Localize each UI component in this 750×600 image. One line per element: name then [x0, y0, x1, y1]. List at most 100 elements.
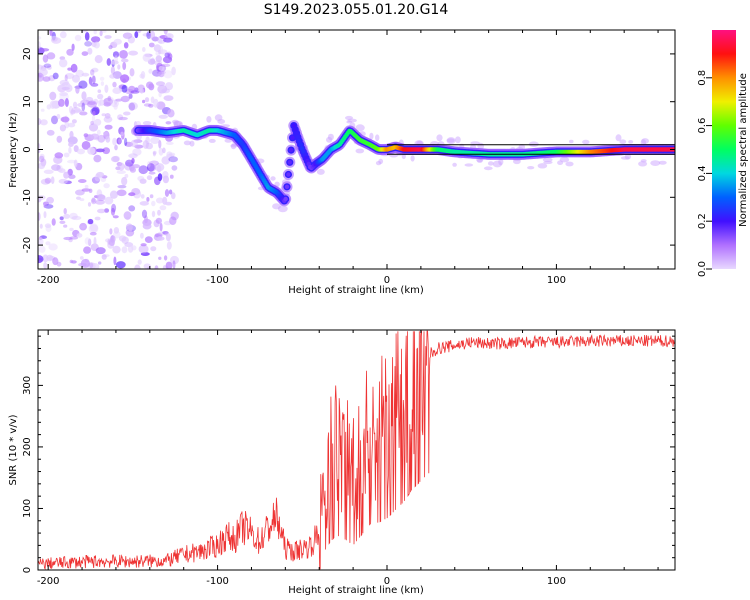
noise-blob	[158, 139, 162, 149]
noise-blob	[97, 93, 104, 100]
noise-blob	[154, 60, 163, 66]
noise-blob	[110, 207, 116, 216]
noise-blob	[105, 136, 111, 143]
noise-blob	[112, 245, 121, 254]
noise-blob	[149, 160, 160, 166]
y-tick-label: 0	[22, 146, 33, 152]
noise-blob	[104, 196, 114, 205]
haze-blob	[270, 176, 276, 181]
noise-blob	[165, 233, 171, 242]
noise-blob	[158, 256, 162, 260]
noise-blob	[75, 85, 80, 94]
noise-blob	[146, 197, 150, 202]
noise-blob	[104, 113, 111, 119]
noise-blob	[163, 95, 174, 101]
noise-blob	[40, 108, 45, 112]
noise-blob	[79, 111, 88, 116]
noise-blob	[124, 174, 129, 178]
noise-blob	[59, 216, 64, 221]
noise-blob	[38, 72, 44, 82]
noise-blob	[142, 47, 146, 52]
noise-blob	[166, 153, 175, 158]
noise-blob	[68, 142, 74, 147]
noise-blob	[109, 190, 118, 199]
noise-blob	[58, 168, 66, 174]
noise-blob	[144, 97, 150, 103]
noise-blob	[115, 98, 123, 102]
noise-blob	[81, 51, 89, 56]
noise-blob	[83, 246, 92, 254]
noise-blob	[118, 235, 127, 242]
noise-blob	[67, 122, 76, 128]
snr-series-line	[38, 330, 675, 570]
noise-blob	[139, 178, 147, 184]
noise-blob	[46, 129, 55, 136]
noise-blob	[112, 215, 119, 219]
noise-blob	[38, 64, 44, 70]
noise-blob	[124, 137, 128, 147]
noise-blob	[38, 255, 44, 264]
colorbar-tick-label: 0.0	[697, 261, 708, 277]
noise-blob	[46, 65, 52, 70]
noise-blob	[130, 139, 138, 148]
track-core	[299, 146, 305, 151]
noise-blob	[81, 188, 91, 192]
noise-blob	[162, 175, 169, 184]
noise-blob	[170, 255, 179, 265]
haze-blob	[355, 148, 365, 154]
noise-blob	[130, 90, 140, 94]
haze-blob	[565, 161, 574, 167]
noise-blob	[121, 246, 128, 254]
noise-blob	[64, 98, 69, 107]
noise-blob	[155, 81, 166, 87]
noise-blob	[117, 64, 121, 70]
noise-blob	[98, 261, 102, 265]
haze-blob	[638, 161, 648, 167]
noise-blob	[46, 196, 54, 204]
haze-blob	[470, 141, 480, 145]
noise-blob	[148, 103, 154, 108]
noise-blob	[88, 123, 99, 132]
noise-blob	[114, 144, 118, 151]
noise-blob	[156, 101, 166, 110]
haze-blob	[326, 136, 333, 143]
noise-blob	[38, 149, 41, 154]
noise-blob	[42, 76, 51, 82]
noise-blob	[162, 56, 173, 64]
haze-blob	[189, 140, 195, 147]
haze-blob	[208, 138, 216, 143]
noise-blob	[38, 36, 42, 40]
noise-blob	[151, 210, 156, 218]
noise-blob	[75, 69, 84, 78]
noise-blob	[146, 175, 153, 181]
haze-blob	[620, 156, 630, 160]
noise-blob	[152, 150, 157, 155]
noise-blob	[38, 118, 42, 126]
noise-blob	[95, 148, 105, 153]
noise-blob	[99, 99, 105, 106]
noise-blob	[137, 259, 142, 265]
colorbar-tick-label: 0.4	[697, 165, 708, 181]
noise-blob	[77, 102, 85, 107]
noise-blob	[97, 208, 106, 214]
noise-blob	[42, 54, 49, 63]
y-tick-label: 200	[22, 437, 33, 456]
noise-blob	[100, 81, 105, 86]
track-core	[291, 123, 296, 128]
haze-blob	[316, 168, 325, 175]
noise-blob	[128, 153, 138, 159]
noise-blob	[150, 246, 157, 252]
haze-blob	[615, 134, 622, 142]
noise-blob	[148, 164, 157, 172]
noise-blob	[74, 34, 82, 42]
haze-blob	[628, 140, 634, 144]
noise-blob	[93, 30, 97, 35]
haze-blob	[569, 139, 574, 144]
noise-blob	[89, 223, 99, 232]
noise-blob	[78, 179, 87, 183]
x-tick-label: -100	[206, 275, 229, 286]
haze-blob	[537, 163, 548, 169]
haze-blob	[355, 124, 365, 132]
noise-blob	[91, 198, 97, 205]
noise-blob	[87, 220, 94, 225]
